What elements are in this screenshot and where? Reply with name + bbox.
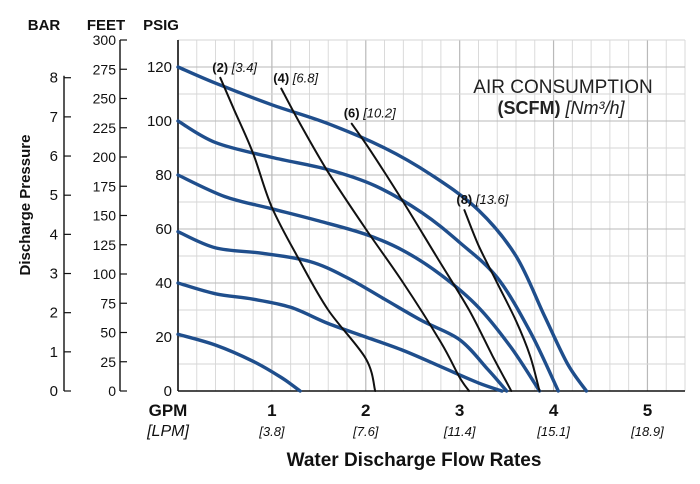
title-bold-unit: (SCFM) — [497, 98, 560, 118]
bar-tick-label: 4 — [50, 226, 58, 243]
psig-tick-label: 80 — [155, 167, 172, 184]
psig-tick-label: 60 — [155, 221, 172, 238]
bar-tick-label: 3 — [50, 266, 58, 283]
x-tick-alt-label: [3.8] — [258, 424, 285, 439]
feet-tick-label: 25 — [100, 354, 116, 370]
x-tick-label: 2 — [361, 401, 370, 420]
bar-tick-label: 7 — [50, 109, 58, 126]
bar-tick-label: 2 — [50, 305, 58, 322]
chart-labels: 0204060801001200255075100125150175200225… — [50, 32, 664, 439]
x-tick-alt-label: [15.1] — [536, 424, 570, 439]
feet-tick-label: 250 — [93, 91, 117, 107]
x-tick-alt-label: [18.9] — [630, 424, 664, 439]
feet-tick-label: 225 — [93, 120, 117, 136]
air-curves — [219, 76, 541, 392]
feet-tick-label: 125 — [93, 237, 117, 253]
psig-tick-label: 100 — [147, 113, 172, 130]
feet-tick-label: 100 — [93, 266, 117, 282]
pressure-curve — [176, 65, 589, 393]
title-alt-unit: [Nm³/h] — [564, 98, 625, 118]
x-tick-label: 3 — [455, 401, 464, 420]
feet-tick-label: 200 — [93, 149, 117, 165]
x-tick-alt-label: [11.4] — [443, 424, 476, 439]
feet-tick-label: 300 — [93, 32, 117, 48]
psig-tick-label: 40 — [155, 275, 172, 292]
air-consumption-curve — [280, 87, 471, 392]
air-consumption-curve — [350, 122, 513, 392]
chart-title-line1: AIR CONSUMPTION — [473, 77, 652, 98]
psig-tick-label: 120 — [147, 59, 172, 76]
air-curve-label: (6) [10.2] — [344, 106, 396, 121]
chart-axes — [63, 39, 685, 392]
feet-tick-label: 175 — [93, 178, 117, 194]
air-curve-label: (2) [3.4] — [212, 60, 257, 75]
pressure-curve — [176, 281, 504, 393]
pressure-curves — [176, 65, 589, 393]
pressure-curve — [176, 332, 302, 393]
x-unit-main: GPM — [149, 401, 188, 420]
bar-tick-label: 1 — [50, 344, 58, 361]
psig-axis-header: PSIG — [143, 17, 179, 34]
air-curve-label: (8) [13.6] — [456, 192, 508, 207]
feet-tick-label: 150 — [93, 208, 117, 224]
bar-axis-header: BAR — [28, 17, 61, 34]
x-tick-label: 4 — [549, 401, 559, 420]
air-curve-label: (4) [6.8] — [273, 71, 318, 86]
bar-tick-label: 5 — [50, 187, 58, 204]
bar-tick-label: 8 — [50, 70, 58, 87]
pressure-curve — [176, 230, 509, 393]
y-axis-title: Discharge Pressure — [17, 135, 34, 276]
bar-tick-label: 6 — [50, 148, 58, 165]
feet-tick-label: 50 — [100, 325, 116, 341]
feet-axis-header: FEET — [87, 17, 125, 34]
air-consumption-curve — [463, 209, 541, 392]
bar-tick-label: 0 — [50, 383, 58, 400]
feet-tick-label: 0 — [108, 383, 116, 399]
pressure-curve — [176, 173, 542, 393]
feet-tick-label: 275 — [93, 61, 117, 77]
x-axis-title: Water Discharge Flow Rates — [287, 450, 542, 471]
x-tick-alt-label: [7.6] — [352, 424, 379, 439]
x-unit-alt: [LPM] — [146, 423, 189, 440]
psig-tick-label: 20 — [155, 329, 172, 346]
feet-tick-label: 75 — [100, 295, 116, 311]
chart-title-line2: (SCFM) [Nm³/h] — [497, 98, 625, 118]
x-tick-label: 1 — [267, 401, 276, 420]
psig-tick-label: 0 — [164, 383, 172, 400]
air-consumption-curve — [219, 76, 377, 392]
x-tick-label: 5 — [643, 401, 652, 420]
